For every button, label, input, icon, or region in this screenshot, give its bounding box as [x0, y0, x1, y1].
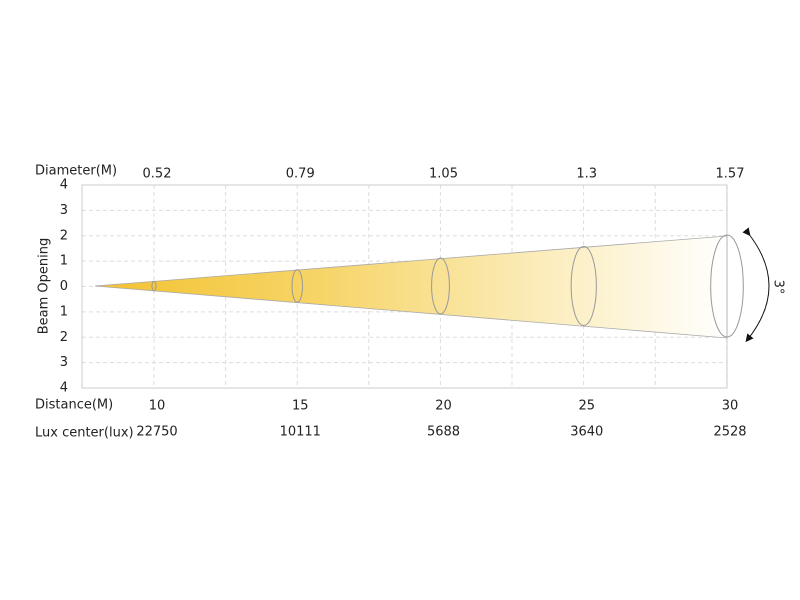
y-tick-label: 1: [60, 254, 68, 269]
angle-arc: [742, 227, 770, 343]
lux-value: 22750: [136, 425, 177, 440]
diameter-value: 1.3: [576, 167, 597, 182]
y-tick-label: 4: [60, 178, 68, 193]
lux-value: 10111: [280, 425, 321, 440]
y-tick-label: 2: [60, 330, 68, 345]
y-axis-label: Beam Opening: [37, 238, 52, 335]
y-tick-label: 2: [60, 228, 68, 243]
diameter-value: 1.05: [429, 167, 458, 182]
diameter-value: 1.57: [716, 167, 745, 182]
distance-value: 15: [292, 399, 309, 414]
lux-value: 2528: [713, 425, 746, 440]
y-tick-label: 4: [60, 381, 68, 396]
y-tick-label: 3: [60, 203, 68, 218]
y-tick-label: 3: [60, 355, 68, 370]
beam-section: [570, 246, 597, 326]
distance-value: 20: [435, 399, 452, 414]
distance-label: Distance(M): [35, 398, 113, 413]
beam-section: [151, 280, 157, 292]
lux-value: 5688: [427, 425, 460, 440]
beam-section: [291, 269, 303, 303]
y-tick-label: 1: [60, 304, 68, 319]
angle-label: 3°: [771, 280, 786, 295]
diameter-value: 0.79: [286, 167, 315, 182]
distance-value: 10: [149, 399, 166, 414]
y-tick-label: 0: [60, 279, 68, 294]
beam-sections: [151, 234, 744, 338]
distance-value: 30: [722, 399, 739, 414]
diameter-value: 0.52: [143, 167, 172, 182]
beam-cone: [94, 235, 728, 339]
distance-value: 25: [578, 399, 595, 414]
lux-value: 3640: [570, 425, 603, 440]
lux-label: Lux center(lux): [35, 426, 134, 441]
diameter-label: Diameter(M): [35, 164, 117, 179]
beam-section: [431, 257, 450, 315]
